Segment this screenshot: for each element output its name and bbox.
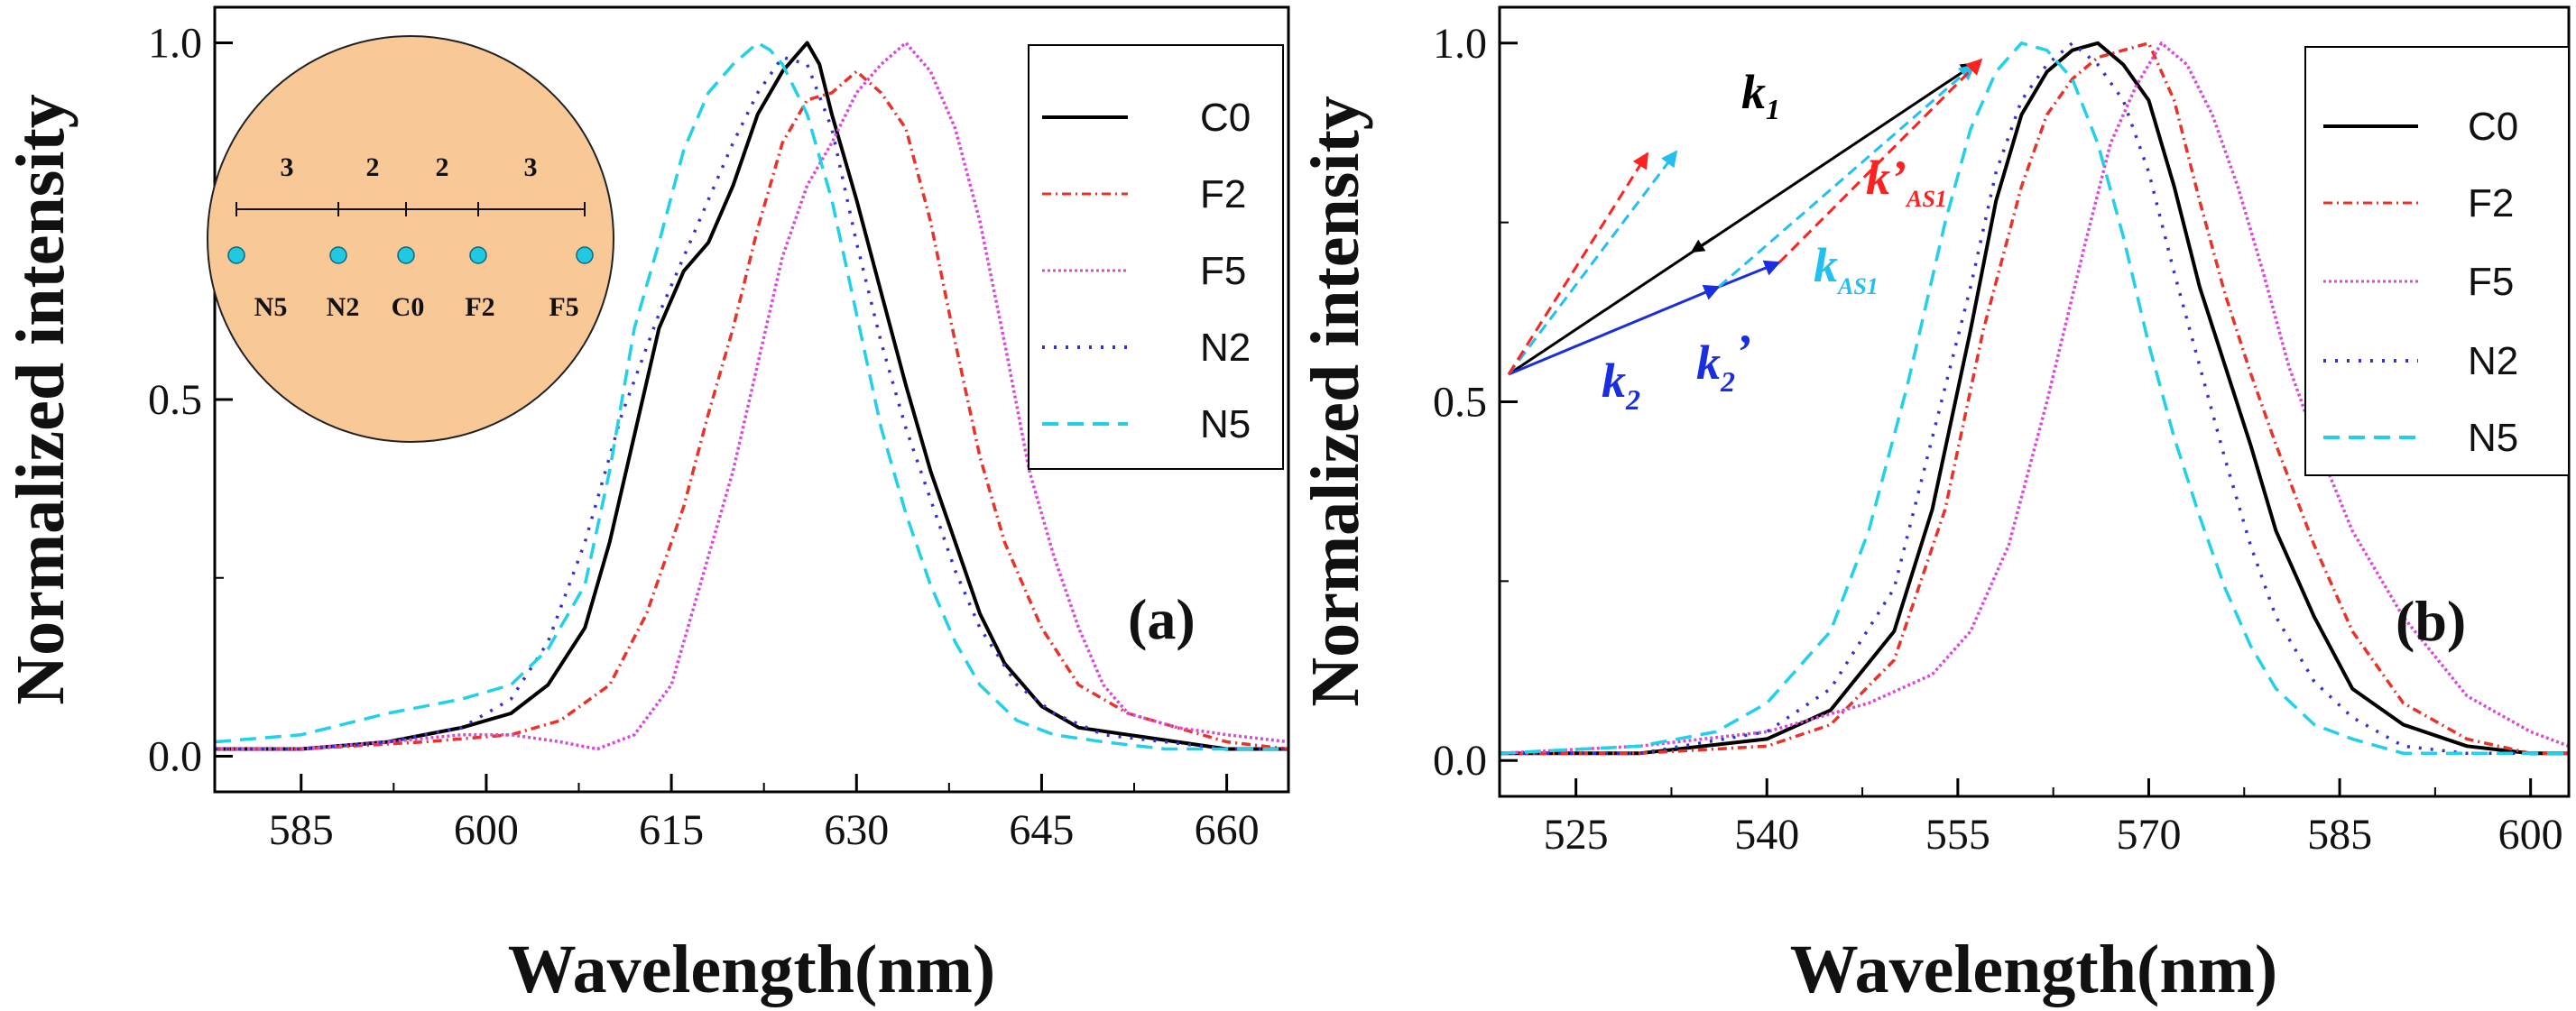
b-curves	[1499, 41, 2570, 756]
b-legend-box	[2304, 46, 2570, 476]
b-label-k2: k2	[1602, 354, 1640, 416]
b-ytick-label-2: 1.0	[1433, 20, 1487, 68]
a-inset-segment-markers	[235, 202, 586, 216]
b-legend-label-n2: N2	[2468, 339, 2518, 383]
a-inset-label-n2: N2	[327, 292, 360, 322]
panel-a: 585 600 615 630 645 660 0.0 0.5 1.0 Wavelength(n…	[3, 5, 1290, 1007]
a-inset-point-n2	[329, 246, 347, 264]
b-vector-kas1-prime-small	[1507, 152, 1649, 375]
a-legend-label-n5: N5	[1200, 402, 1251, 446]
b-legend-entry-c0: C0	[2323, 105, 2518, 149]
a-legend-entry-n5: N5	[1042, 402, 1251, 446]
a-xtick-label-645: 645	[1009, 806, 1074, 854]
panel-b: 525 540 555 570 585 600 0.0 0.5 1.0 Wavelength(n…	[1297, 5, 2571, 1007]
b-xlabel: Wavelength(nm)	[1790, 932, 2277, 1007]
a-series-f5	[215, 41, 1289, 751]
b-series-c0	[1500, 41, 2569, 756]
a-inset-label-f2: F2	[465, 292, 494, 322]
b-ytick-label-1: 0.5	[1433, 379, 1487, 427]
b-label-kas1: kAS1	[1814, 238, 1879, 299]
a-inset-label-n5: N5	[254, 292, 288, 322]
a-series-n5	[214, 41, 1288, 751]
b-vector-k2-prime	[1718, 260, 1781, 289]
b-legend-label-f5: F5	[2468, 260, 2514, 304]
a-panel-label: (a)	[1128, 587, 1196, 651]
b-xtick-label-585: 585	[2307, 811, 2372, 859]
b-vector-kas1-small	[1507, 150, 1678, 375]
a-xtick-label-600: 600	[454, 806, 519, 854]
b-label-kas1-prime: k’AS1	[1866, 151, 1947, 212]
b-ytick-label-0: 0.0	[1433, 737, 1487, 785]
a-ytick-label-1: 0.5	[148, 376, 202, 424]
a-inset-distance-1: 3	[281, 152, 294, 182]
b-vector-k2	[1508, 284, 1721, 376]
a-xtick-label-585: 585	[269, 806, 334, 854]
a-legend-entry-f2: F2	[1042, 172, 1246, 216]
a-legend: C0 F2 F5 N2 N5	[1028, 44, 1284, 470]
a-xlabel: Wavelength(nm)	[508, 932, 995, 1007]
b-label-k2-prime: k2’	[1696, 325, 1751, 398]
a-curves	[214, 41, 1289, 751]
b-legend-entry-n2: N2	[2323, 339, 2518, 383]
b-xtick-label-570: 570	[2116, 811, 2181, 859]
b-legend-entry-n5: N5	[2323, 416, 2518, 460]
b-xtick-label-525: 525	[1544, 811, 1609, 859]
a-xtick-label-615: 615	[639, 806, 704, 854]
b-legend-entry-f2: F2	[2323, 181, 2514, 225]
b-legend: C0 F2 F5 N2 N5	[2304, 46, 2570, 476]
a-legend-label-f5: F5	[1200, 249, 1246, 293]
a-inset-point-f2	[469, 246, 487, 264]
b-xtick-label-540: 540	[1734, 811, 1799, 859]
b-legend-label-c0: C0	[2468, 105, 2518, 149]
b-inset-vector-diagram: k1 k’AS1 kAS1 k2 k2’	[1507, 58, 1983, 416]
b-xtick-label-600: 600	[2498, 811, 2563, 859]
a-legend-label-n2: N2	[1200, 326, 1251, 370]
b-series-n5	[1499, 41, 2569, 756]
b-xtick-label-555: 555	[1925, 811, 1990, 859]
b-legend-label-n5: N5	[2468, 416, 2518, 460]
a-inset-disk-diagram: 3 2 2 3 N5 N2 C0 F2 F5	[207, 35, 614, 443]
a-inset-distance-2: 2	[366, 152, 380, 182]
b-legend-entry-f5: F5	[2323, 260, 2514, 304]
b-panel-label: (b)	[2396, 589, 2466, 653]
b-ticks: 525 540 555 570 585 600 0.0 0.5 1.0	[1433, 20, 2563, 859]
a-ticks: 585 600 615 630 645 660 0.0 0.5 1.0	[148, 20, 1260, 854]
a-legend-label-f2: F2	[1200, 172, 1246, 216]
a-ytick-label-0: 0.0	[148, 732, 202, 780]
a-legend-entry-n2: N2	[1042, 326, 1251, 370]
b-vector-k1	[1508, 61, 1978, 376]
a-series-f2	[215, 69, 1289, 751]
a-legend-entry-c0: C0	[1042, 96, 1251, 140]
a-inset-disk	[207, 35, 614, 443]
b-vector-kas1	[1718, 63, 1976, 289]
b-series-f5	[1499, 41, 2570, 756]
a-inset-label-f5: F5	[549, 292, 578, 322]
b-vector-kas1-prime	[1777, 58, 1983, 264]
a-series-c0	[215, 41, 1288, 751]
b-legend-label-f2: F2	[2468, 181, 2514, 225]
a-ylabel: Normalized intensity	[3, 94, 78, 705]
a-inset-label-c0: C0	[392, 292, 425, 322]
a-inset-point-c0	[397, 246, 415, 264]
a-inset-point-n5	[227, 246, 245, 264]
a-series-n2	[215, 55, 1288, 751]
a-inset-distance-4: 3	[524, 152, 538, 182]
a-legend-entry-f5: F5	[1042, 249, 1246, 293]
a-inset-distance-3: 2	[436, 152, 449, 182]
a-ytick-label-2: 1.0	[148, 20, 202, 68]
b-series-f2	[1500, 41, 2569, 756]
a-xtick-label-660: 660	[1195, 806, 1260, 854]
b-ylabel: Normalized intensity	[1297, 96, 1373, 707]
b-vector-k1-midarrow	[1690, 235, 1715, 253]
a-legend-label-c0: C0	[1200, 96, 1251, 140]
a-xtick-label-630: 630	[824, 806, 889, 854]
b-label-k1: k1	[1741, 65, 1780, 125]
a-inset-point-f5	[576, 246, 594, 264]
